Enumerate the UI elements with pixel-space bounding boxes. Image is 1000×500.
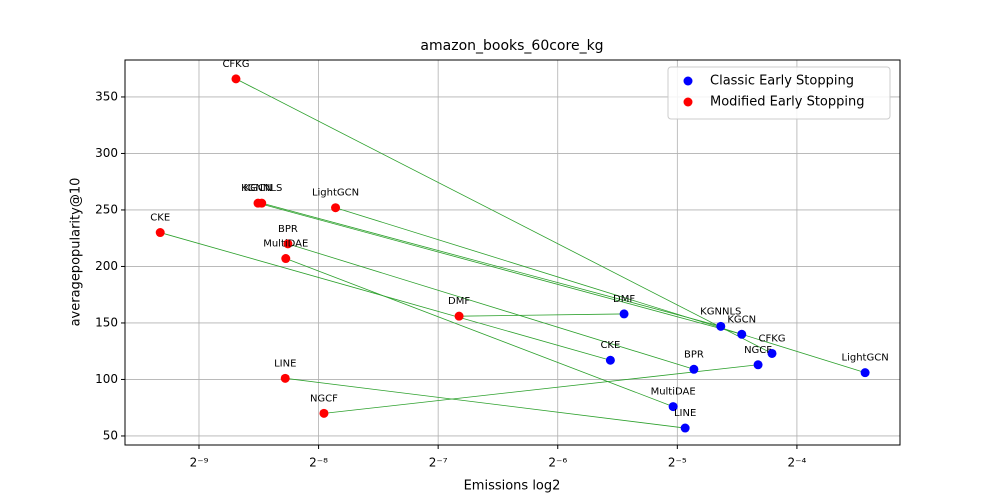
point: [155, 228, 165, 238]
plot-frame: [124, 59, 901, 446]
x-tick-label: 2⁻⁶: [548, 456, 567, 470]
x-tick-label: 2⁻⁹: [190, 456, 209, 470]
y-tick-label: 200: [95, 259, 118, 273]
point: [860, 368, 870, 378]
point-label: KGNNLS: [700, 306, 741, 317]
connector: [335, 207, 866, 374]
y-tick-label: 300: [95, 146, 118, 160]
point-label: MultiDAE: [651, 387, 696, 398]
point-label: LINE: [674, 408, 696, 419]
point: [716, 321, 726, 331]
connector: [235, 78, 773, 354]
point: [668, 402, 678, 412]
x-axis-label: Emissions log2: [464, 479, 561, 494]
point: [737, 329, 747, 339]
point-label: NGCF: [310, 393, 338, 404]
y-tick-label: 100: [95, 372, 118, 386]
point-label: NGCF: [744, 345, 772, 356]
point-label: CFKG: [758, 333, 785, 344]
x-tick-label: 2⁻⁸: [309, 456, 328, 470]
y-tick-label: 350: [95, 89, 118, 103]
point-label: MultiDAE: [263, 239, 308, 250]
legend-marker: [683, 97, 693, 107]
connector: [257, 202, 742, 335]
y-tick-label: 50: [103, 428, 118, 442]
y-tick-label: 250: [95, 202, 118, 216]
legend-marker: [683, 76, 693, 86]
connector: [287, 243, 695, 370]
point-label: LINE: [274, 358, 296, 369]
point: [280, 373, 290, 383]
point: [689, 364, 699, 374]
point-label: CKE: [600, 340, 620, 351]
point: [605, 355, 615, 365]
point-label: DMF: [613, 294, 635, 305]
connector: [323, 364, 759, 414]
connector: [285, 258, 674, 407]
point-label: BPR: [684, 349, 704, 360]
point-label: CFKG: [222, 59, 249, 70]
point-label: KGCN: [244, 183, 273, 194]
x-tick-label: 2⁻⁷: [429, 456, 448, 470]
point: [680, 423, 690, 433]
point: [454, 311, 464, 321]
point: [319, 408, 329, 418]
point-label: CKE: [150, 213, 170, 224]
point-label: KGNNLS: [241, 183, 282, 194]
point: [231, 74, 241, 84]
point: [257, 198, 267, 208]
connector: [285, 377, 686, 429]
point: [283, 239, 293, 249]
connector: [459, 313, 625, 317]
point-label: DMF: [448, 296, 470, 307]
x-tick-label: 2⁻⁴: [788, 456, 807, 470]
chart-title: amazon_books_60core_kg: [420, 38, 603, 54]
point: [753, 360, 763, 370]
point: [767, 348, 777, 358]
point-label: BPR: [278, 224, 298, 235]
y-axis-label: averagepopularity@10: [69, 178, 84, 327]
x-tick-label: 2⁻⁵: [668, 456, 687, 470]
point: [331, 203, 341, 213]
point: [281, 254, 291, 264]
point: [619, 309, 629, 319]
legend-box: [667, 66, 891, 120]
point-label: LightGCN: [312, 188, 359, 199]
point-label: LightGCN: [842, 353, 889, 364]
legend-label: Modified Early Stopping: [710, 95, 864, 110]
legend-label: Classic Early Stopping: [710, 74, 854, 89]
connector: [261, 202, 721, 327]
point-label: KGCN: [727, 314, 756, 325]
y-tick-label: 150: [95, 315, 118, 329]
